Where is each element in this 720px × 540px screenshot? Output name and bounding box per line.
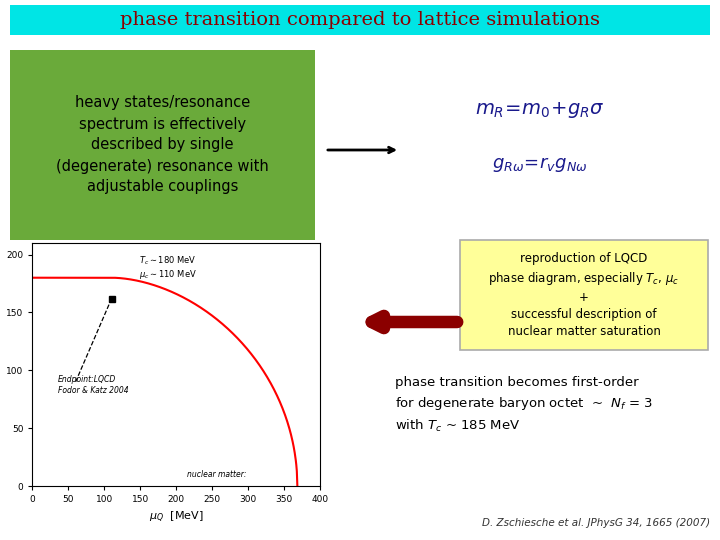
Text: $\mu_c \sim 110$ MeV: $\mu_c \sim 110$ MeV	[139, 267, 197, 281]
Bar	[460, 240, 708, 350]
Bar	[10, 50, 315, 240]
Text: phase transition compared to lattice simulations: phase transition compared to lattice sim…	[120, 11, 600, 29]
Text: D. Zschiesche et al. JPhysG 34, 1665 (2007): D. Zschiesche et al. JPhysG 34, 1665 (20…	[482, 518, 710, 528]
Text: Endpoint:LQCD
Fodor & Katz 2004: Endpoint:LQCD Fodor & Katz 2004	[58, 375, 128, 395]
Text: reproduction of LQCD
phase diagram, especially $T_c$, $\mu_c$
+
successful descr: reproduction of LQCD phase diagram, espe…	[488, 252, 680, 338]
Text: phase transition becomes first-order
for degenerate baryon octet  ~  $N_f$ = 3
w: phase transition becomes first-order for…	[395, 376, 653, 434]
Text: heavy states/resonance
spectrum is effectively
described by single
(degenerate) : heavy states/resonance spectrum is effec…	[56, 96, 269, 194]
Text: $T_c \sim 180$ MeV: $T_c \sim 180$ MeV	[139, 255, 197, 267]
Text: $g_{R\omega}\!=\!r_v g_{N\omega}$: $g_{R\omega}\!=\!r_v g_{N\omega}$	[492, 156, 588, 174]
Text: $m_R\!=\!m_0\!+\!g_R\sigma$: $m_R\!=\!m_0\!+\!g_R\sigma$	[475, 100, 605, 120]
Text: nuclear matter:: nuclear matter:	[187, 470, 247, 479]
X-axis label: $\mu_Q$  [MeV]: $\mu_Q$ [MeV]	[149, 510, 204, 525]
Bar	[10, 5, 710, 35]
